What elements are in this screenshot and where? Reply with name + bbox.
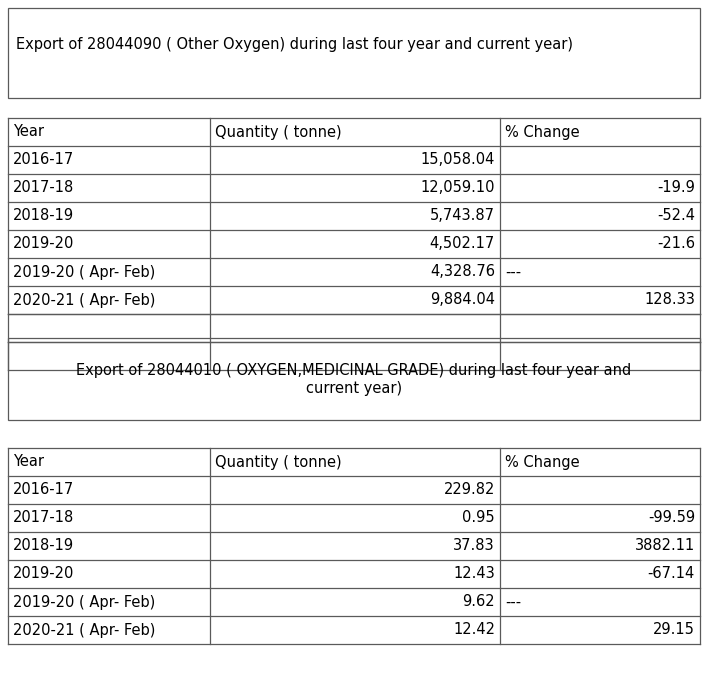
Text: 2019-20 ( Apr- Feb): 2019-20 ( Apr- Feb) xyxy=(13,265,155,280)
Text: Quantity ( tonne): Quantity ( tonne) xyxy=(215,454,342,469)
Text: 15,058.04: 15,058.04 xyxy=(420,153,495,168)
Text: 2018-19: 2018-19 xyxy=(13,538,74,553)
Bar xyxy=(8,8,700,98)
Text: ---: --- xyxy=(505,265,521,280)
Text: Export of 28044010 ( OXYGEN,MEDICINAL GRADE) during last four year and: Export of 28044010 ( OXYGEN,MEDICINAL GR… xyxy=(77,363,632,378)
Bar xyxy=(8,314,700,342)
Text: 4,502.17: 4,502.17 xyxy=(430,237,495,252)
Text: -67.14: -67.14 xyxy=(648,566,695,581)
Text: 2020-21 ( Apr- Feb): 2020-21 ( Apr- Feb) xyxy=(13,293,155,308)
Text: 12.42: 12.42 xyxy=(453,622,495,637)
Text: Year: Year xyxy=(13,454,44,469)
Text: 2016-17: 2016-17 xyxy=(13,482,75,497)
Text: -99.59: -99.59 xyxy=(648,510,695,525)
Text: Quantity ( tonne): Quantity ( tonne) xyxy=(215,124,342,140)
Text: 229.82: 229.82 xyxy=(444,482,495,497)
Text: 2017-18: 2017-18 xyxy=(13,510,75,525)
Text: 2019-20: 2019-20 xyxy=(13,566,75,581)
Text: 0.95: 0.95 xyxy=(462,510,495,525)
Text: 9.62: 9.62 xyxy=(462,594,495,609)
Text: Export of 28044090 ( Other Oxygen) during last four year and current year): Export of 28044090 ( Other Oxygen) durin… xyxy=(16,38,573,53)
Text: -19.9: -19.9 xyxy=(657,181,695,196)
Text: 12.43: 12.43 xyxy=(453,566,495,581)
Text: 4,328.76: 4,328.76 xyxy=(430,265,495,280)
Text: 12,059.10: 12,059.10 xyxy=(420,181,495,196)
Text: current year): current year) xyxy=(306,380,402,395)
Text: -21.6: -21.6 xyxy=(657,237,695,252)
Bar xyxy=(8,342,700,370)
Text: 2020-21 ( Apr- Feb): 2020-21 ( Apr- Feb) xyxy=(13,622,155,637)
Bar xyxy=(8,118,700,314)
Text: 2018-19: 2018-19 xyxy=(13,209,74,224)
Text: ---: --- xyxy=(505,594,521,609)
Text: 37.83: 37.83 xyxy=(454,538,495,553)
Text: 2016-17: 2016-17 xyxy=(13,153,75,168)
Text: -52.4: -52.4 xyxy=(657,209,695,224)
Text: 128.33: 128.33 xyxy=(644,293,695,308)
Text: 2019-20 ( Apr- Feb): 2019-20 ( Apr- Feb) xyxy=(13,594,155,609)
Text: 5,743.87: 5,743.87 xyxy=(430,209,495,224)
Text: % Change: % Change xyxy=(505,454,579,469)
Text: 2017-18: 2017-18 xyxy=(13,181,75,196)
Text: 29.15: 29.15 xyxy=(653,622,695,637)
Text: 2019-20: 2019-20 xyxy=(13,237,75,252)
Text: 9,884.04: 9,884.04 xyxy=(430,293,495,308)
Text: Year: Year xyxy=(13,124,44,140)
Bar xyxy=(8,338,700,420)
Text: 3882.11: 3882.11 xyxy=(635,538,695,553)
Bar xyxy=(8,448,700,644)
Text: % Change: % Change xyxy=(505,124,579,140)
